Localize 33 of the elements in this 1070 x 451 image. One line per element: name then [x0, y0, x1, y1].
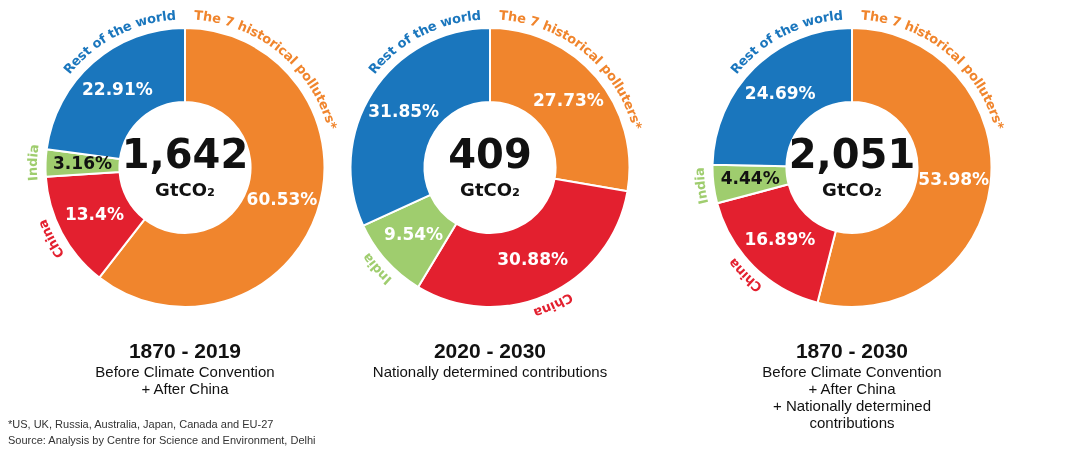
slice-label: India — [24, 143, 42, 182]
text: Before Climate Convention + After China + Nationally determined contributions — [761, 363, 943, 431]
slice-label: China — [725, 255, 765, 296]
data-label: 3.16% — [53, 152, 113, 173]
text: 1,642 — [121, 130, 249, 177]
slice-label: China — [531, 290, 576, 321]
data-label: 4.44% — [720, 168, 780, 189]
category-label: Rest of the world — [60, 7, 177, 77]
data-label: 30.88% — [497, 249, 569, 270]
text: GtCO₂ — [155, 179, 215, 201]
data-label: 9.54% — [384, 224, 444, 245]
text: 2020 - 2030 — [432, 339, 548, 363]
data-label: 16.89% — [744, 228, 816, 249]
text: 1870 - 2030 — [794, 339, 910, 363]
text: GtCO₂ — [822, 179, 882, 201]
data-label: 53.98% — [918, 168, 990, 189]
slice-label: India — [358, 250, 395, 288]
slice-label: India — [691, 167, 712, 206]
text: 2,051 — [788, 130, 916, 177]
category-label: Rest of the world — [365, 7, 482, 77]
text: 1870 - 2019 — [127, 339, 243, 363]
data-label: 60.53% — [246, 189, 318, 210]
data-label: 27.73% — [533, 89, 604, 110]
text: 409 — [448, 130, 532, 177]
source-note: Source: Analysis by Centre for Science and Environment, Delhi — [8, 434, 316, 446]
text: GtCO₂ — [460, 179, 520, 201]
text: *US, UK, Russia, Australia, Japan, Canada and EU-27 — [8, 418, 274, 430]
data-label: 22.91% — [82, 78, 153, 99]
category-label: Rest of the world — [727, 7, 844, 77]
data-label: 31.85% — [368, 100, 440, 121]
text: Before Climate Convention + After China — [94, 363, 276, 397]
text: Nationally determined contributions — [371, 363, 609, 380]
data-label: 24.69% — [744, 82, 816, 103]
